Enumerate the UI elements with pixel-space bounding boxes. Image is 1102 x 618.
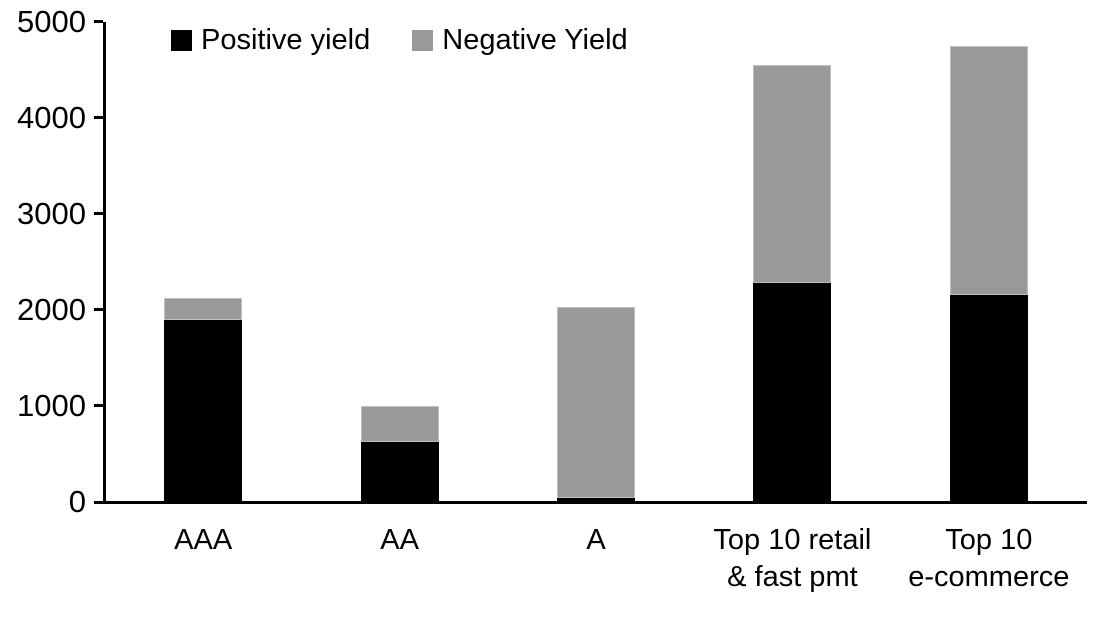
x-axis-line	[103, 500, 1087, 504]
bar-segment-negative	[164, 298, 243, 321]
y-tick	[94, 212, 103, 216]
bar-segment-positive	[164, 320, 243, 502]
bar-segment-negative	[360, 405, 439, 443]
y-tick-label: 4000	[17, 99, 86, 135]
y-tick	[94, 308, 103, 312]
y-tick	[94, 404, 103, 408]
x-axis-label: Top 10 retail & fast pmt	[713, 524, 872, 593]
bar-segment-positive	[949, 295, 1028, 502]
legend-item: Negative Yield	[412, 24, 628, 57]
y-tick	[94, 20, 103, 23]
y-tick-label: 2000	[17, 291, 86, 327]
x-axis-label: AAA	[174, 524, 233, 556]
bar-segment-negative	[949, 45, 1028, 296]
y-tick-label: 1000	[17, 387, 86, 423]
y-tick-label: 0	[68, 484, 86, 519]
y-axis-line	[103, 21, 106, 504]
bar-segment-negative	[753, 64, 832, 283]
y-tick-label: 5000	[17, 3, 86, 39]
legend-swatch-negative-yield	[412, 30, 434, 51]
x-axis-label: Top 10 e-commerce	[908, 524, 1070, 593]
x-axis-label: AA	[380, 524, 419, 556]
x-axis-label: A	[586, 524, 606, 556]
chart-legend: Positive yield Negative Yield	[171, 24, 628, 57]
legend-label: Negative Yield	[442, 24, 628, 56]
y-tick-label: 3000	[17, 195, 86, 231]
y-tick	[94, 116, 103, 120]
bar-segment-positive	[557, 498, 635, 502]
y-tick	[94, 500, 103, 504]
bar-segment-positive	[753, 282, 832, 502]
legend-label: Positive yield	[201, 24, 371, 56]
bar-segment-positive	[360, 442, 439, 502]
legend-item: Positive yield	[171, 24, 370, 57]
legend-swatch-positive-yield	[171, 30, 192, 51]
bar-segment-negative	[557, 306, 635, 499]
